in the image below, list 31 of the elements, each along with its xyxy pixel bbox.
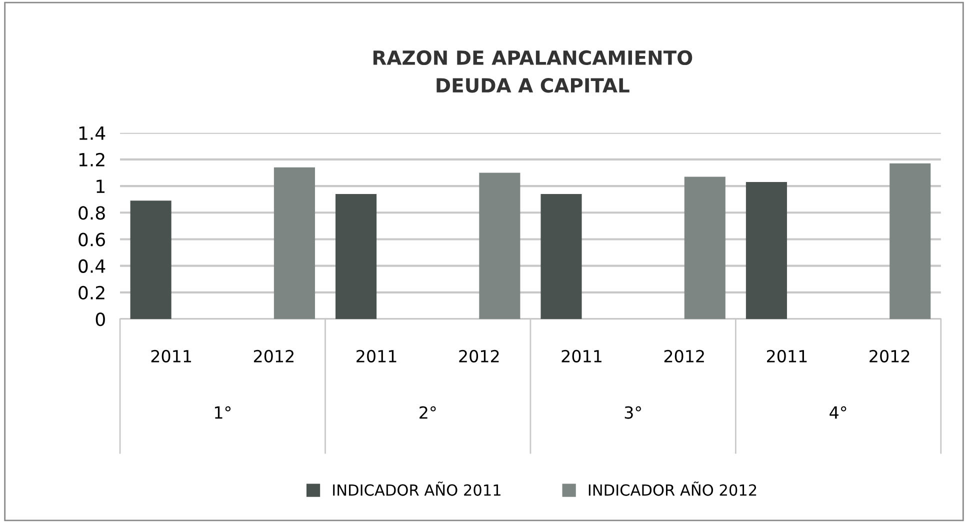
- bar: [746, 182, 787, 320]
- bar: [890, 163, 931, 320]
- y-tick-label: 0: [96, 312, 105, 326]
- x-tick-label: 2012: [254, 350, 294, 362]
- x-tick-label: 2012: [664, 350, 704, 362]
- legend-label: INDICADOR AÑO 2012: [588, 482, 756, 496]
- bar: [684, 176, 726, 320]
- chart-title: RAZON DE APALANCAMIENTO DEUDA A CAPITAL: [373, 50, 692, 93]
- y-tick-label: 1: [96, 180, 104, 193]
- text: 4°: [830, 406, 846, 419]
- x-tick-label: 2012: [870, 350, 910, 362]
- x-tick-label: 2012: [459, 350, 499, 362]
- x-tick-label: 2011: [766, 350, 807, 362]
- bar: [479, 172, 520, 320]
- y-tick-label: 0.2: [78, 286, 104, 300]
- bar: [274, 167, 315, 320]
- text: 2°: [420, 406, 436, 419]
- x-tick-label: 2011: [356, 350, 396, 362]
- legend-label: INDICADOR AÑO 2011: [333, 482, 500, 496]
- y-tick-label: 0.8: [78, 206, 105, 220]
- y-tick-label: 1.2: [79, 152, 104, 166]
- y-tick-label: 0.4: [78, 259, 106, 273]
- x-tick-label: 2011: [151, 350, 192, 362]
- y-tick-label: 0.6: [78, 232, 106, 246]
- text: 3°: [624, 406, 641, 419]
- bar: [540, 194, 582, 320]
- text: 1°: [215, 406, 231, 419]
- x-tick-label: 2011: [562, 350, 602, 362]
- bar: [130, 200, 172, 320]
- y-tick-label: 1.4: [79, 126, 106, 140]
- bar: [336, 194, 377, 320]
